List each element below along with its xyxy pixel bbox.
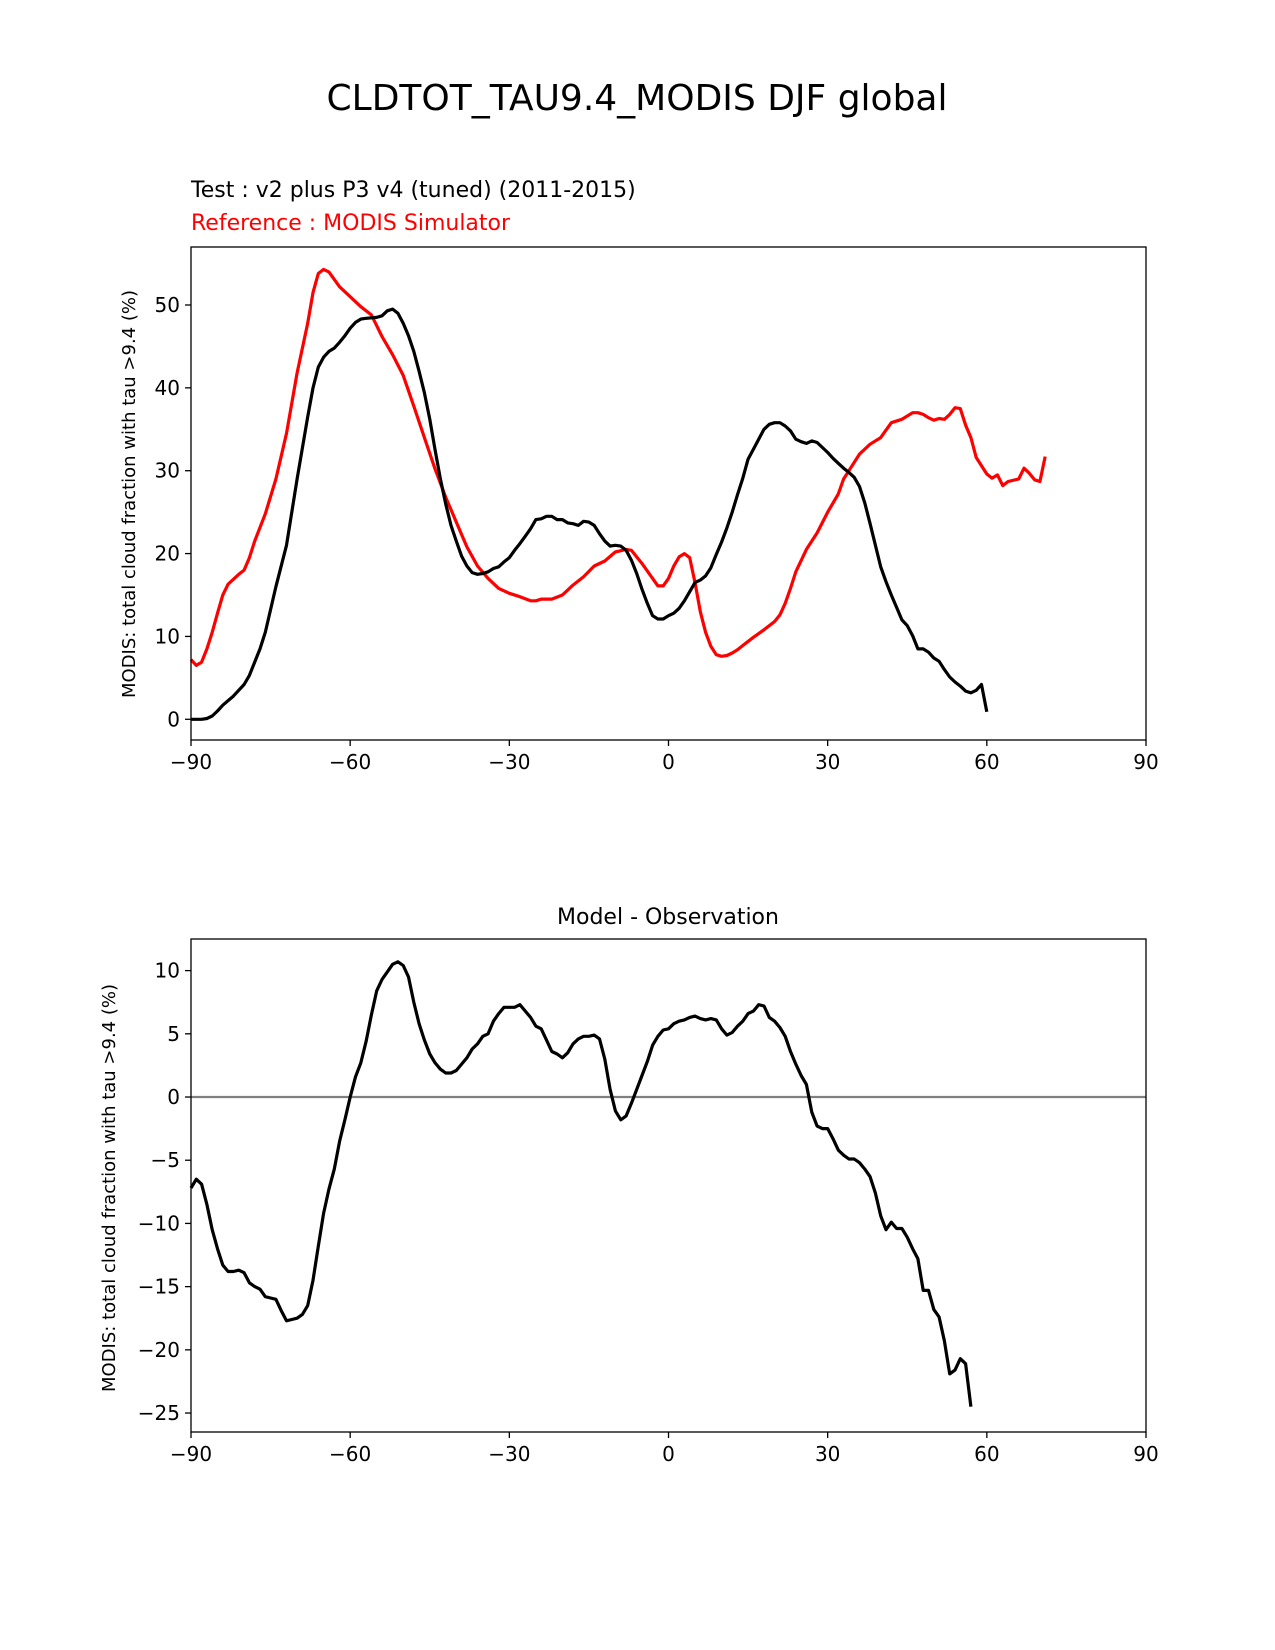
- bottom-chart-x-tick-label: −90: [170, 1442, 212, 1466]
- bottom-chart-title: Model - Observation: [557, 905, 779, 930]
- top-chart-x-tick-label: 0: [662, 750, 675, 774]
- bottom-chart-y-tick-label: −5: [151, 1148, 180, 1172]
- bottom-chart-y-tick-label: 0: [167, 1085, 180, 1109]
- bottom-chart-y-tick-label: −15: [138, 1275, 180, 1299]
- bottom-chart-x-tick-label: 0: [662, 1442, 675, 1466]
- bottom-chart-frame: [190, 938, 1147, 1433]
- bottom-chart-plot: −90 −60 −30 0 30 60 90 10 5 0 −5 −10 −15 −20 −25: [138, 938, 1159, 1466]
- top-chart-x-tick-label: −30: [488, 750, 530, 774]
- top-chart-subtitle-test: Test : v2 plus P3 v4 (tuned) (2011-2015): [190, 178, 636, 203]
- bottom-chart-y-axis-label: MODIS: total cloud fraction with tau >9.…: [99, 984, 120, 1392]
- top-chart-y-tick-label: 40: [155, 376, 180, 400]
- top-chart-y-tick-label: 0: [167, 707, 180, 731]
- top-chart-x-tick-label: −90: [170, 750, 212, 774]
- bottom-chart-x-tick-label: 60: [974, 1442, 999, 1466]
- bottom-chart-x-tick-label: 90: [1133, 1442, 1158, 1466]
- top-chart: Test : v2 plus P3 v4 (tuned) (2011-2015)…: [119, 178, 1159, 774]
- bottom-chart-series-0: [189, 960, 973, 1407]
- figure-title: CLDTOT_TAU9.4_MODIS DJF global: [327, 78, 948, 119]
- top-chart-x-tick-label: 60: [974, 750, 999, 774]
- bottom-chart-x-tick-label: −60: [329, 1442, 371, 1466]
- top-chart-x-tick-label: −60: [329, 750, 371, 774]
- top-chart-plot: −90 −60 −30 0 30 60 90 0 10 20 30 40 50: [155, 246, 1159, 774]
- top-chart-series-1: [191, 307, 989, 721]
- top-chart-y-axis-label: MODIS: total cloud fraction with tau >9.…: [119, 290, 140, 698]
- top-chart-y-tick-label: 50: [155, 293, 180, 317]
- bottom-chart: Model - Observation MODIS: total cloud f…: [99, 905, 1159, 1466]
- bottom-chart-y-tick-label: 5: [167, 1022, 180, 1046]
- top-chart-y-tick-label: 20: [155, 542, 180, 566]
- bottom-chart-y-tick-label: −25: [138, 1401, 180, 1425]
- top-chart-series-0: [189, 267, 1047, 667]
- top-chart-frame: [190, 246, 1147, 741]
- top-chart-y-tick-label: 10: [155, 624, 180, 648]
- top-chart-y-tick-label: 30: [155, 459, 180, 483]
- bottom-chart-x-tick-label: 30: [815, 1442, 840, 1466]
- bottom-chart-y-tick-label: −20: [138, 1338, 180, 1362]
- bottom-chart-x-tick-label: −30: [488, 1442, 530, 1466]
- top-chart-subtitle-reference: Reference : MODIS Simulator: [191, 211, 511, 236]
- top-chart-x-tick-label: 30: [815, 750, 840, 774]
- bottom-chart-y-tick-label: −10: [138, 1211, 180, 1235]
- top-chart-x-tick-label: 90: [1133, 750, 1158, 774]
- bottom-chart-y-tick-label: 10: [155, 959, 180, 983]
